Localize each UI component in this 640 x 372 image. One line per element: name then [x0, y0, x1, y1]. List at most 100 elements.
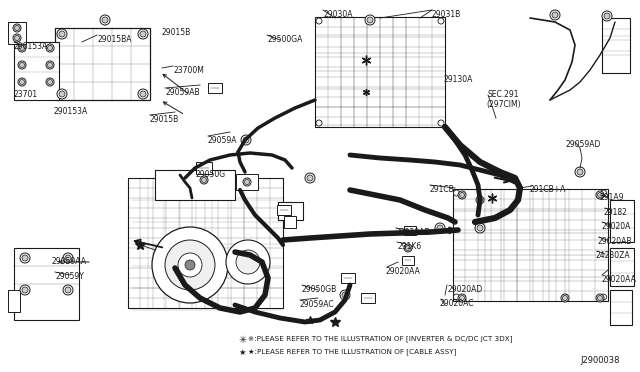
Bar: [361, 293, 375, 303]
Text: 29020A: 29020A: [601, 222, 630, 231]
Text: 29059A: 29059A: [208, 136, 237, 145]
Circle shape: [437, 225, 443, 231]
Circle shape: [367, 17, 373, 23]
Circle shape: [63, 285, 73, 295]
Text: 23701: 23701: [14, 90, 38, 99]
Circle shape: [342, 292, 348, 298]
Circle shape: [406, 246, 410, 250]
Circle shape: [241, 135, 251, 145]
Text: 29020AD: 29020AD: [447, 285, 483, 294]
Text: 29015BA: 29015BA: [97, 35, 131, 44]
Circle shape: [47, 62, 52, 67]
Circle shape: [340, 290, 350, 300]
Circle shape: [138, 89, 148, 99]
Circle shape: [598, 295, 602, 301]
Circle shape: [15, 26, 19, 31]
Circle shape: [18, 61, 26, 69]
Bar: [8, 290, 20, 312]
Circle shape: [438, 120, 444, 126]
Text: 29059AD: 29059AD: [565, 140, 600, 149]
Circle shape: [226, 240, 270, 284]
Text: SEC.291: SEC.291: [488, 90, 520, 99]
Circle shape: [575, 167, 585, 177]
Circle shape: [600, 190, 607, 196]
Text: 29059AC: 29059AC: [300, 300, 335, 309]
Bar: [610, 290, 632, 325]
Circle shape: [200, 176, 208, 184]
Text: 291CB+A: 291CB+A: [530, 185, 566, 194]
Bar: [402, 256, 414, 264]
Text: 291K6: 291K6: [397, 242, 421, 251]
Circle shape: [316, 18, 322, 24]
Circle shape: [152, 227, 228, 303]
Circle shape: [477, 225, 483, 231]
Circle shape: [602, 11, 612, 21]
Circle shape: [561, 294, 569, 302]
Circle shape: [13, 24, 21, 32]
Text: 29059Y: 29059Y: [55, 272, 84, 281]
Text: 29050GB: 29050GB: [302, 285, 337, 294]
Circle shape: [404, 244, 412, 252]
Circle shape: [454, 294, 460, 300]
Circle shape: [46, 44, 54, 52]
Circle shape: [438, 18, 444, 24]
Bar: [341, 273, 355, 283]
Circle shape: [165, 240, 215, 290]
Text: 29020AA: 29020AA: [601, 275, 636, 284]
Circle shape: [435, 223, 445, 233]
Circle shape: [550, 10, 560, 20]
Text: ✳: ✳: [238, 335, 246, 345]
Circle shape: [458, 191, 466, 199]
Circle shape: [243, 137, 249, 143]
Circle shape: [477, 198, 483, 202]
Text: 29020AB: 29020AB: [598, 237, 632, 246]
Circle shape: [20, 285, 30, 295]
Text: 23700M: 23700M: [173, 66, 204, 75]
Circle shape: [140, 31, 146, 37]
Circle shape: [236, 250, 260, 274]
Text: 29015B: 29015B: [161, 28, 190, 37]
Circle shape: [365, 15, 375, 25]
Text: 29030A: 29030A: [323, 10, 353, 19]
Text: 29059AB: 29059AB: [165, 88, 200, 97]
Circle shape: [22, 255, 28, 261]
Text: 29020AA: 29020AA: [386, 267, 421, 276]
Circle shape: [57, 89, 67, 99]
Circle shape: [596, 191, 604, 199]
Circle shape: [46, 78, 54, 86]
Circle shape: [57, 29, 67, 39]
Circle shape: [65, 287, 71, 293]
Text: 29020AC: 29020AC: [440, 299, 474, 308]
Circle shape: [178, 253, 202, 277]
Text: ★: ★: [238, 348, 246, 357]
Bar: [610, 200, 634, 242]
Text: 290153A: 290153A: [53, 107, 87, 116]
Circle shape: [59, 91, 65, 97]
Circle shape: [20, 253, 30, 263]
Text: ★:PLEASE REFER TO THE ILLUSTRATION OF [CABLE ASSY]: ★:PLEASE REFER TO THE ILLUSTRATION OF [C…: [248, 348, 456, 355]
Circle shape: [18, 78, 26, 86]
Circle shape: [63, 253, 73, 263]
Circle shape: [185, 260, 195, 270]
Bar: [55, 28, 150, 100]
Text: 291A9: 291A9: [600, 193, 625, 202]
Circle shape: [47, 80, 52, 84]
Circle shape: [552, 12, 558, 18]
Circle shape: [563, 295, 568, 301]
Circle shape: [138, 29, 148, 39]
Circle shape: [59, 31, 65, 37]
Bar: [610, 248, 634, 286]
Bar: [14, 42, 59, 100]
Circle shape: [102, 17, 108, 23]
Circle shape: [15, 35, 19, 41]
Circle shape: [305, 173, 315, 183]
Circle shape: [460, 295, 465, 301]
Text: 29500GA: 29500GA: [267, 35, 302, 44]
Bar: [127, 178, 282, 308]
Text: 291CB: 291CB: [430, 185, 455, 194]
Circle shape: [454, 190, 460, 196]
Bar: [315, 17, 445, 127]
Text: 29031B: 29031B: [432, 10, 461, 19]
Text: J2900038: J2900038: [580, 356, 620, 365]
Bar: [602, 18, 630, 73]
